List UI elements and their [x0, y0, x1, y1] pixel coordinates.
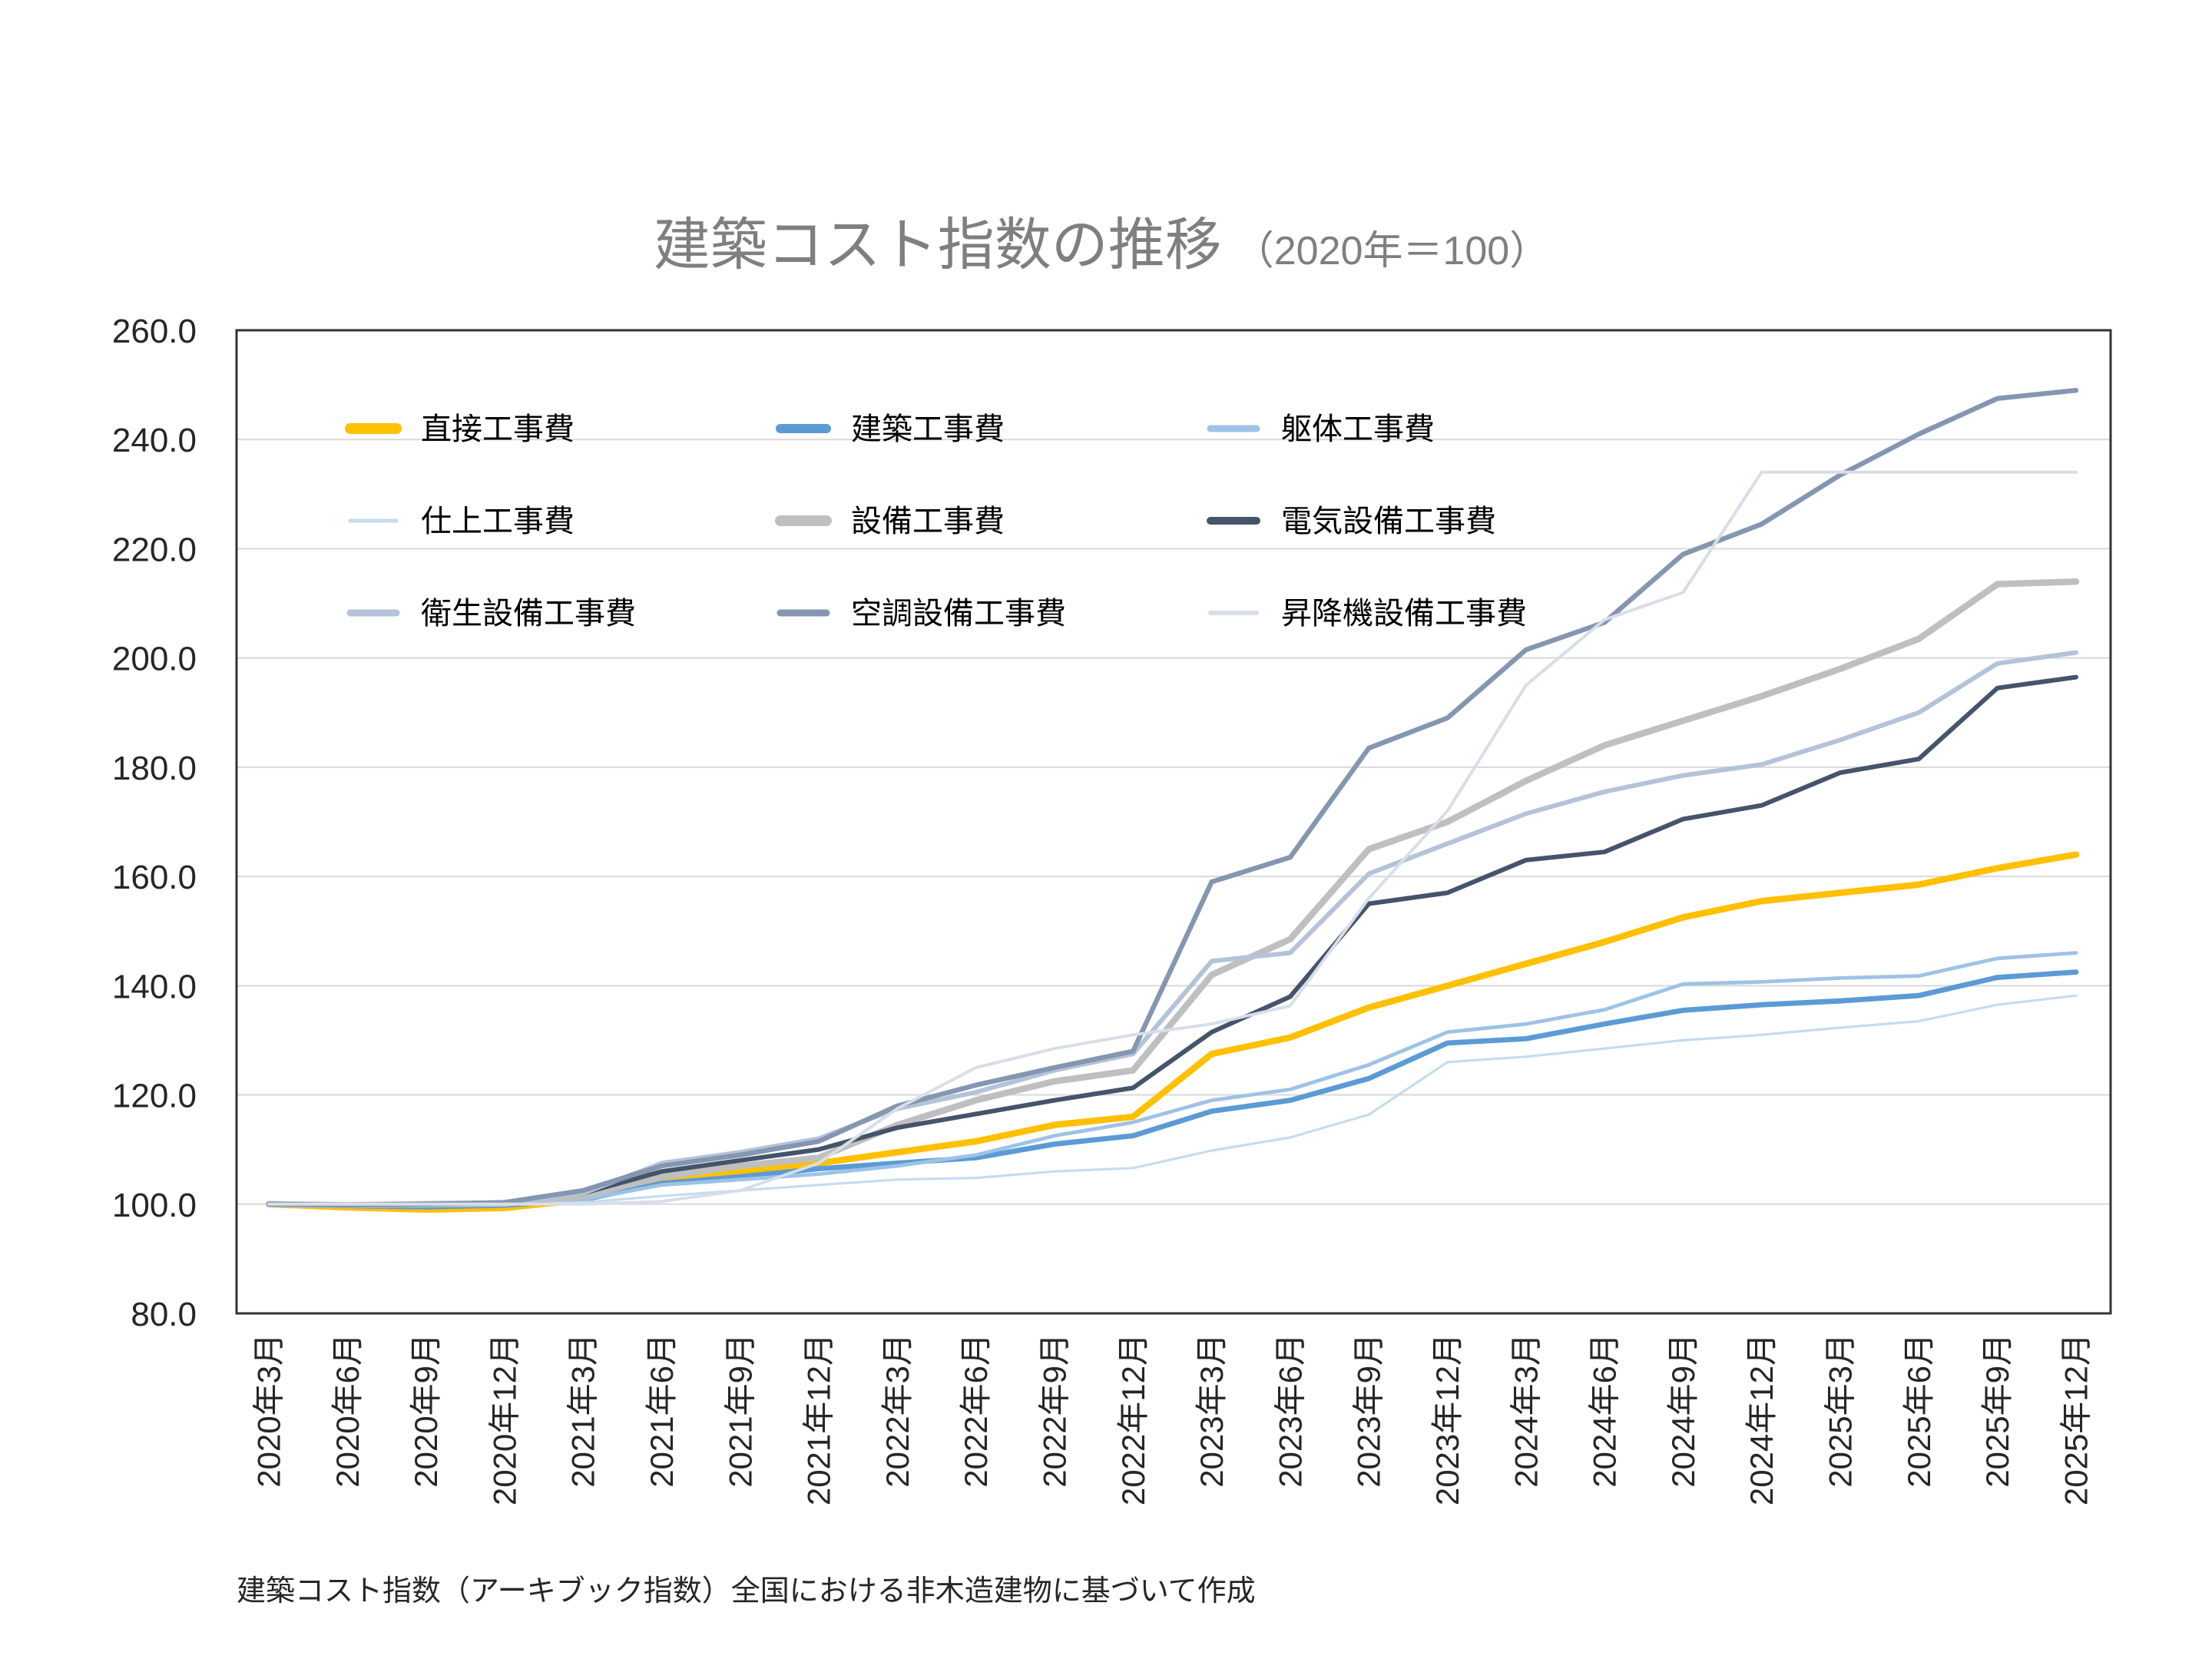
- source-caption: 建築コスト指数（アーキブック指数）全国における非木造建物に基づいて作成: [237, 1575, 1256, 1608]
- y-axis-label: 200.0: [112, 641, 197, 678]
- legend-label: 電気設備工事費: [1281, 505, 1496, 538]
- x-axis-label: 2022年3月: [879, 1333, 916, 1488]
- legend-label: 昇降機設備工事費: [1281, 597, 1527, 631]
- x-axis-label: 2023年3月: [1194, 1333, 1230, 1488]
- x-axis-label: 2020年3月: [251, 1333, 287, 1488]
- x-axis-label: 2021年9月: [722, 1333, 758, 1488]
- x-axis-label: 2021年3月: [565, 1333, 601, 1488]
- y-axis-label: 180.0: [112, 750, 197, 787]
- x-axis-labels: 2020年3月 2020年6月 2020年9月 2020年12月 2021年3月 2021…: [251, 1333, 2094, 1505]
- x-axis-label: 2024年12月: [1743, 1333, 1780, 1505]
- series-line-2: [267, 951, 2078, 1208]
- x-axis-label: 2024年6月: [1587, 1333, 1623, 1488]
- x-axis-label: 2023年6月: [1272, 1333, 1308, 1488]
- y-axis-label: 100.0: [112, 1187, 197, 1224]
- series-lines: [265, 388, 2080, 1214]
- x-axis-label: 2025年3月: [1823, 1333, 1859, 1488]
- x-axis-label: 2020年9月: [408, 1333, 444, 1488]
- x-axis-label: 2022年12月: [1115, 1333, 1151, 1505]
- gridlines: [237, 439, 2111, 1205]
- plot-border: [235, 329, 2112, 1315]
- chart-title-subtitle: （2020年＝100）: [1234, 229, 1549, 273]
- series-line-7: [266, 388, 2079, 1208]
- y-axis-label: 240.0: [112, 422, 197, 459]
- chart-title: 建築コスト指数の推移 （2020年＝100）: [654, 213, 1549, 276]
- x-axis-label: 2021年6月: [644, 1333, 680, 1488]
- legend-item-8: 昇降機設備工事費: [1208, 597, 1527, 631]
- series-line-8: [267, 470, 2078, 1206]
- x-axis-label: 2023年9月: [1351, 1333, 1387, 1488]
- y-axis-labels: 80.0 100.0 120.0 140.0 160.0 180.0 200.0 220.0 2…: [112, 313, 197, 1333]
- y-axis-label: 120.0: [112, 1078, 197, 1115]
- x-axis-label: 2025年9月: [1979, 1333, 2015, 1488]
- legend-item-5: 電気設備工事費: [1207, 505, 1496, 538]
- chart-title-main: 建築コスト指数の推移: [654, 213, 1222, 276]
- y-axis-label: 260.0: [112, 313, 197, 350]
- x-axis-label: 2025年12月: [2058, 1333, 2094, 1505]
- legend-item-2: 躯体工事費: [1207, 412, 1435, 446]
- y-axis-label: 140.0: [112, 968, 197, 1005]
- legend-label: 仕上工事費: [421, 505, 575, 538]
- x-axis-label: 2021年12月: [801, 1333, 837, 1505]
- legend-item-1: 建築工事費: [776, 412, 1005, 446]
- legend-label: 建築工事費: [851, 412, 1005, 446]
- x-axis-label: 2025年6月: [1901, 1333, 1937, 1488]
- legend-label: 衛生設備工事費: [421, 597, 636, 631]
- legend-label: 直接工事費: [421, 412, 575, 446]
- legend-item-0: 直接工事費: [345, 412, 575, 446]
- legend-label: 空調設備工事費: [851, 597, 1066, 631]
- y-axis-label: 160.0: [112, 859, 197, 896]
- legend-item-3: 仕上工事費: [348, 505, 575, 538]
- x-axis-label: 2023年12月: [1429, 1333, 1465, 1505]
- x-axis-label: 2024年3月: [1508, 1333, 1544, 1488]
- y-axis-label: 220.0: [112, 531, 197, 568]
- legend-label: 設備工事費: [851, 505, 1005, 538]
- legend-label: 躯体工事費: [1281, 412, 1435, 446]
- x-axis-label: 2022年6月: [958, 1333, 994, 1488]
- legend-item-7: 空調設備工事費: [777, 597, 1066, 631]
- legend-item-6: 衛生設備工事費: [346, 597, 636, 631]
- legend-item-4: 設備工事費: [775, 505, 1005, 538]
- x-axis-label: 2020年6月: [329, 1333, 366, 1488]
- y-axis-label: 80.0: [131, 1296, 197, 1333]
- x-axis-label: 2022年9月: [1037, 1333, 1073, 1488]
- x-axis-label: 2020年12月: [486, 1333, 522, 1505]
- x-axis-label: 2024年9月: [1665, 1333, 1701, 1488]
